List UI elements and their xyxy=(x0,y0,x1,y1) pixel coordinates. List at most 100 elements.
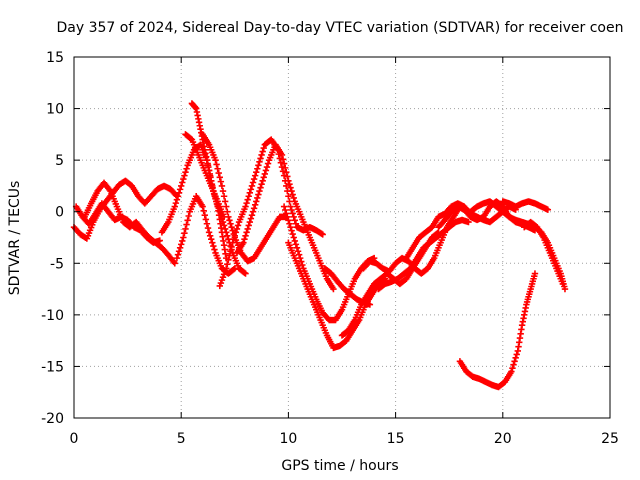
data-point xyxy=(248,211,256,219)
data-point xyxy=(231,232,238,239)
data-point xyxy=(251,201,259,209)
data-point xyxy=(156,237,163,244)
x-tick-label: 5 xyxy=(177,431,186,447)
data-point xyxy=(284,213,291,221)
data-point xyxy=(280,172,288,179)
data-point xyxy=(217,178,225,185)
data-point xyxy=(174,193,182,200)
data-point xyxy=(294,248,302,255)
data-point xyxy=(199,203,206,210)
data-point xyxy=(242,270,249,277)
x-axis-label: GPS time / hours xyxy=(281,458,398,474)
data-point xyxy=(225,256,232,264)
y-tick-label: -5 xyxy=(50,256,64,272)
data-point xyxy=(289,191,296,198)
data-point xyxy=(278,163,286,171)
y-axis-label: SDTVAR / TECUs xyxy=(7,181,23,296)
data-point xyxy=(288,206,295,214)
data-point xyxy=(251,172,259,179)
data-point xyxy=(510,361,517,368)
x-tick-label: 25 xyxy=(601,431,619,447)
data-point xyxy=(293,244,301,252)
data-point xyxy=(173,196,181,203)
data-point xyxy=(281,206,289,214)
data-point xyxy=(290,213,297,221)
x-tick-label: 15 xyxy=(387,431,405,447)
data-point xyxy=(171,203,178,210)
data-point xyxy=(296,254,304,262)
y-tick-label: 10 xyxy=(46,102,64,118)
data-point xyxy=(292,241,300,248)
data-point xyxy=(241,269,248,276)
data-point xyxy=(287,184,294,191)
data-point xyxy=(179,237,186,245)
data-point xyxy=(243,229,250,236)
data-point xyxy=(185,212,192,220)
data-point xyxy=(283,168,290,176)
y-tick-label: 0 xyxy=(55,205,64,221)
data-point xyxy=(229,227,236,234)
y-tick-label: 15 xyxy=(46,50,64,66)
data-point xyxy=(223,265,230,272)
data-point xyxy=(228,223,235,231)
series-arc10 xyxy=(233,141,337,293)
data-point xyxy=(208,236,215,243)
y-tick-label: -20 xyxy=(41,411,64,427)
data-point xyxy=(465,218,472,226)
data-point xyxy=(240,239,247,246)
data-point xyxy=(255,162,262,169)
x-tick-label: 10 xyxy=(279,431,297,447)
data-point xyxy=(255,191,262,198)
data-point xyxy=(279,168,287,175)
data-point xyxy=(221,198,229,205)
data-point xyxy=(243,199,250,207)
data-point xyxy=(215,169,222,177)
data-point xyxy=(263,163,271,171)
data-point xyxy=(223,203,230,210)
data-point xyxy=(213,161,220,168)
data-point xyxy=(260,144,267,152)
data-point xyxy=(253,198,260,205)
data-point xyxy=(279,156,287,163)
data-point xyxy=(278,151,286,159)
data-point xyxy=(224,208,231,215)
data-point xyxy=(232,229,240,236)
data-point xyxy=(249,208,257,215)
data-point xyxy=(181,230,188,237)
data-point xyxy=(259,148,266,155)
data-point xyxy=(182,225,189,233)
data-point xyxy=(245,193,252,200)
data-point xyxy=(260,174,267,181)
data-point xyxy=(214,165,221,172)
series-arc19 xyxy=(467,198,569,293)
data-point xyxy=(285,193,292,200)
data-point xyxy=(280,203,288,210)
data-point xyxy=(173,254,181,262)
data-point xyxy=(250,175,258,183)
data-point xyxy=(261,170,269,178)
data-point xyxy=(285,177,292,184)
data-point xyxy=(248,182,256,190)
data-point xyxy=(509,364,516,372)
data-point xyxy=(286,181,293,188)
data-point xyxy=(233,225,241,233)
data-point xyxy=(512,354,519,362)
data-point xyxy=(287,223,294,231)
data-point xyxy=(259,177,266,184)
series-arc7 xyxy=(182,131,228,221)
data-point xyxy=(254,194,261,202)
data-point xyxy=(201,211,208,219)
data-point xyxy=(176,186,184,193)
data-point xyxy=(227,220,234,227)
series-arc20 xyxy=(499,198,552,213)
data-point xyxy=(284,173,291,180)
data-point xyxy=(200,207,207,215)
data-point xyxy=(256,158,263,166)
series-arc16 xyxy=(375,216,472,293)
data-point xyxy=(247,215,255,222)
x-tick-label: 0 xyxy=(70,431,79,447)
data-point xyxy=(295,251,303,258)
data-point xyxy=(280,160,288,167)
data-point xyxy=(224,260,231,268)
